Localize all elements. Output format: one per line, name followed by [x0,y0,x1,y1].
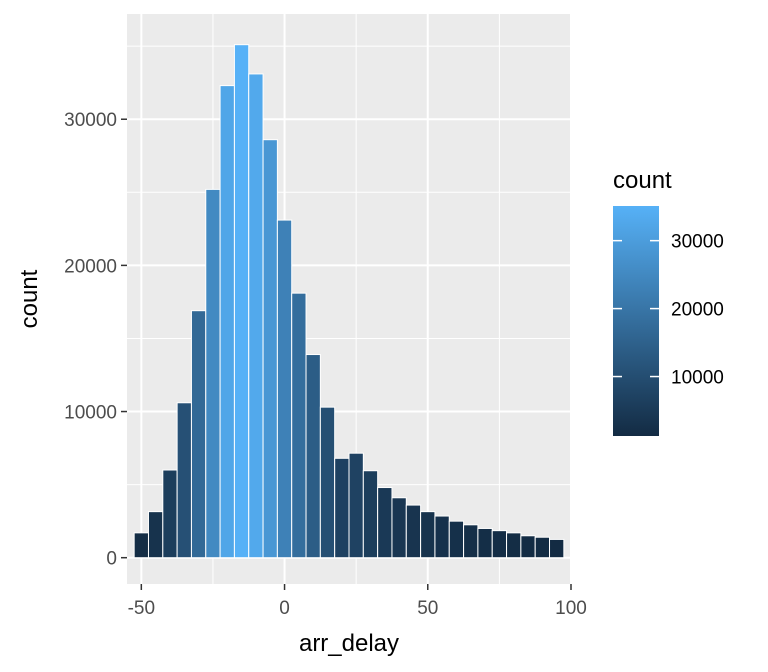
histogram-bar [176,402,192,559]
histogram-bar [377,487,393,559]
histogram-bar [319,406,336,559]
histogram-bar [219,85,235,559]
legend-title: count [613,167,672,194]
x-tick-label: 0 [279,598,290,619]
y-axis-title: count [16,269,43,328]
x-tick-label: 50 [417,598,438,619]
histogram-bar [506,532,522,559]
legend-tick-label: 20000 [671,300,724,321]
legend-tick-label: 10000 [671,368,724,389]
histogram-bar [348,452,364,559]
histogram-bar [233,44,250,559]
y-tick-label: 30000 [64,110,117,131]
histogram-bar [491,530,508,559]
legend: count 10000 20000 30000 [613,167,724,436]
histogram-bar [434,515,450,559]
y-tick-label: 10000 [64,403,117,424]
histogram-bar [405,504,422,559]
histogram-bar [520,535,536,559]
histogram-bar [362,470,379,559]
legend-tick-label: 30000 [671,232,724,253]
histogram-bar [147,511,164,559]
histogram-bar [291,292,307,559]
histogram-bar [334,457,350,559]
histogram-bar [391,497,407,559]
x-tick-label: -50 [128,598,155,619]
histogram-bar [262,139,278,559]
histogram-bar [205,188,221,559]
x-tick-label: 100 [555,598,587,619]
histogram-bar [248,73,264,559]
major-gridlines [127,14,572,584]
histogram-bar [276,219,293,559]
histogram-bar [463,524,479,559]
legend-colorbar [613,206,659,436]
histogram-bar [549,538,565,559]
histogram-bar [305,354,321,559]
histogram-bar [190,310,207,559]
histogram-bars [133,44,565,559]
y-axis: 0 10000 20000 30000 [64,110,127,570]
y-tick-label: 0 [106,549,117,570]
y-tick-label: 20000 [64,256,117,277]
histogram-bar [420,511,436,559]
x-axis: -50 0 50 100 [128,584,587,619]
histogram-bar [448,520,465,559]
histogram-bar [477,527,493,559]
histogram-bar [162,469,178,559]
histogram-bar [534,536,551,559]
x-axis-title: arr_delay [299,630,399,657]
histogram-bar [133,532,149,559]
legend-ticks: 10000 20000 30000 [613,232,724,389]
